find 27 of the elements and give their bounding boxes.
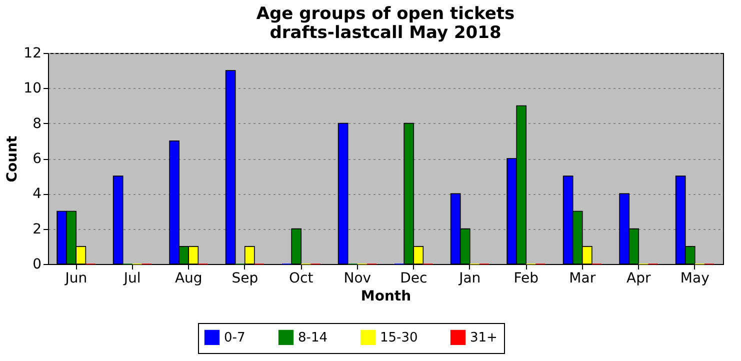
- x-tick-label: Jul: [122, 270, 141, 286]
- y-tick-label: 2: [32, 221, 42, 238]
- legend-label: 15-30: [380, 330, 418, 346]
- legend-label: 0-7: [224, 330, 246, 346]
- y-tick-label: 6: [32, 151, 42, 167]
- legend-label: 31+: [470, 330, 498, 346]
- x-tick-label: Mar: [569, 270, 596, 286]
- x-tick-label: Sep: [232, 270, 258, 286]
- x-tick-label: Dec: [400, 270, 428, 286]
- x-tick-label: Jun: [64, 270, 88, 286]
- y-axis-title: Count: [4, 135, 21, 182]
- y-tick-label: 4: [32, 186, 42, 202]
- chart-title: Age groups of open tickets: [256, 4, 515, 24]
- x-tick-label: Jan: [458, 270, 481, 286]
- chart-subtitle: drafts-lastcall May 2018: [270, 23, 502, 43]
- y-tick-label: 8: [32, 116, 42, 132]
- legend-label: 8-14: [298, 330, 328, 346]
- x-tick-label: Aug: [174, 270, 202, 286]
- x-tick-label: May: [680, 270, 710, 286]
- y-tick-label: 10: [24, 80, 42, 97]
- y-tick-label: 12: [24, 46, 42, 62]
- x-axis-title: Month: [360, 288, 412, 304]
- x-tick-label: Nov: [344, 270, 372, 286]
- x-tick-label: Oct: [289, 270, 314, 286]
- y-tick-label: 0: [32, 256, 42, 272]
- x-tick-label: Apr: [626, 270, 651, 286]
- x-tick-label: Feb: [514, 270, 539, 286]
